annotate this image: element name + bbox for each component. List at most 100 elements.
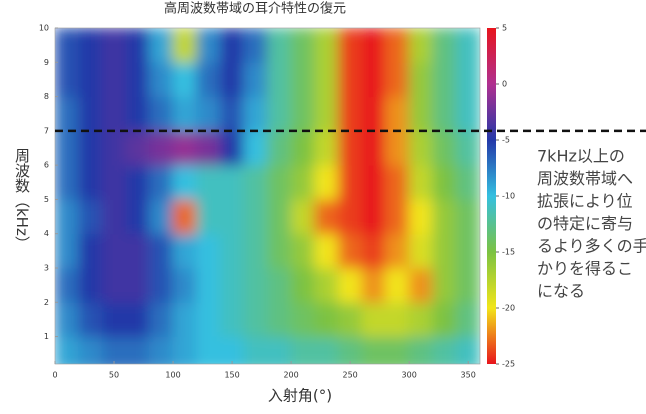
heatmap-cell [267,165,292,200]
heatmap-cell [55,233,80,268]
heatmap-cell [173,130,198,165]
annotation-text: 拡張により位 [537,192,633,211]
heatmap-cell [361,233,386,268]
heatmap-cell [220,199,245,234]
heatmap-cell [314,130,339,165]
heatmap-cell [409,165,434,200]
heatmap-cell [78,28,103,63]
heatmap-cell [220,233,245,268]
heatmap-cell [173,268,198,303]
heatmap-cell [291,96,316,131]
heatmap-cell [291,130,316,165]
heatmap-cell [173,199,198,234]
heatmap-cell [267,96,292,131]
heatmap-cell [385,233,410,268]
heatmap-cell [338,96,363,131]
heatmap-cell [173,28,198,63]
heatmap-cell [432,165,457,200]
heatmap-cell [409,336,434,371]
annotation-text: になる [537,282,585,301]
heatmap-cell [78,130,103,165]
heatmap-cell [338,302,363,337]
x-tick-label: 250 [342,371,357,380]
heatmap-cell [456,233,481,268]
heatmap-cell [102,28,127,63]
colorbar-tick-label: 0 [502,80,507,89]
heatmap-cell [338,62,363,97]
heatmap-cell [291,62,316,97]
heatmap-cell [173,165,198,200]
heatmap-cell [102,233,127,268]
heatmap-cell [267,233,292,268]
heatmap-cell [361,28,386,63]
heatmap-cell [385,302,410,337]
heatmap-cell [220,28,245,63]
heatmap-cell [196,165,221,200]
heatmap-cell [243,199,268,234]
heatmap-cell [361,199,386,234]
heatmap-cell [55,336,80,371]
heatmap-cell [102,336,127,371]
heatmap-cell [314,268,339,303]
annotation-text: るより多くの手 [537,237,646,256]
heatmap-cell [149,233,174,268]
heatmap-cell [267,28,292,63]
heatmap-cell [432,233,457,268]
heatmap-cell [149,96,174,131]
colorbar-tick-label: -15 [502,248,515,257]
heatmap-cell [338,268,363,303]
heatmap-cell [149,62,174,97]
colorbar-tick-label: -5 [502,136,510,145]
heatmap-cell [361,302,386,337]
heatmap-cell [55,268,80,303]
colorbar [487,28,496,364]
x-tick-label: 150 [224,371,239,380]
heatmap-cell [173,62,198,97]
heatmap-cell [220,96,245,131]
heatmap-cell [361,268,386,303]
heatmap-cell [314,233,339,268]
y-tick-label: 3 [44,264,49,273]
heatmap [55,28,481,372]
y-tick-label: 10 [39,24,49,33]
heatmap-cell [220,302,245,337]
heatmap-cell [78,268,103,303]
heatmap-cell [267,130,292,165]
heatmap-cell [125,336,150,371]
heatmap-cell [220,130,245,165]
heatmap-cell [78,199,103,234]
heatmap-cell [102,130,127,165]
heatmap-cell [196,130,221,165]
annotation-text: かりを得るこ [537,259,633,278]
heatmap-cell [55,302,80,337]
heatmap-cell [409,62,434,97]
heatmap-cell [456,28,481,63]
heatmap-cell [385,199,410,234]
heatmap-cell [220,336,245,371]
heatmap-cell [78,233,103,268]
heatmap-cell [102,62,127,97]
heatmap-cell [456,62,481,97]
heatmap-cell [243,96,268,131]
heatmap-cell [267,268,292,303]
chart-title: 高周波数帯域の耳介特性の復元 [164,1,346,17]
heatmap-cell [385,336,410,371]
x-tick-label: 100 [165,371,180,380]
heatmap-cell [173,96,198,131]
heatmap-cell [243,165,268,200]
heatmap-cell [361,336,386,371]
y-tick-label: 6 [44,161,49,170]
heatmap-cell [385,130,410,165]
heatmap-cell [220,268,245,303]
heatmap-cell [409,199,434,234]
heatmap-cell [55,62,80,97]
heatmap-cell [243,62,268,97]
y-tick-label: 2 [44,298,49,307]
heatmap-cell [125,28,150,63]
y-tick-label: 9 [44,58,49,67]
heatmap-cell [409,302,434,337]
y-tick-label: 7 [44,126,49,135]
heatmap-cell [456,130,481,165]
heatmap-cell [243,302,268,337]
heatmap-cell [220,62,245,97]
